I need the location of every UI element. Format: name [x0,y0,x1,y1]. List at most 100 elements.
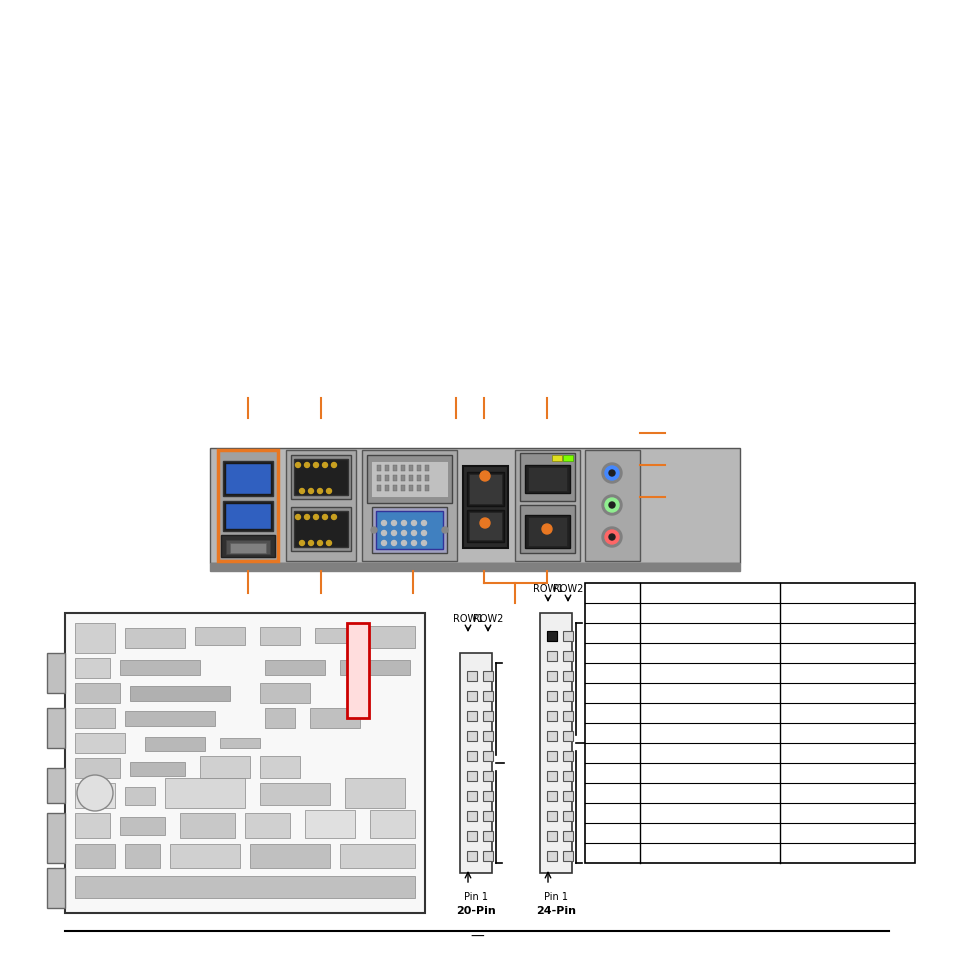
Bar [75,623,115,654]
Bar [482,791,493,801]
Circle shape [608,535,615,540]
Bar [75,783,115,808]
Circle shape [401,531,406,536]
Bar [467,751,476,761]
Bar [347,623,369,719]
Bar [226,540,270,555]
Circle shape [295,515,300,520]
Bar [265,660,325,676]
Bar [230,543,266,554]
Text: 24-Pin: 24-Pin [536,905,576,915]
Circle shape [295,463,300,468]
Bar [462,467,507,548]
Circle shape [541,524,552,535]
Bar [260,757,299,779]
Bar [47,868,65,908]
Circle shape [391,541,396,546]
Bar [562,651,573,661]
Bar [539,614,572,873]
Bar [370,810,415,838]
Bar [291,456,351,499]
Bar [467,851,476,862]
Circle shape [299,489,304,494]
Bar [467,731,476,741]
Bar [210,449,740,563]
Bar [562,671,573,681]
Circle shape [401,521,406,526]
Bar [524,516,569,548]
Bar [482,751,493,761]
Bar [409,465,413,472]
Bar [365,626,415,648]
Bar [562,811,573,821]
Bar [400,485,405,492]
Circle shape [326,541,331,546]
Bar [409,476,413,481]
Bar [562,631,573,641]
Bar [562,691,573,701]
Bar [170,844,240,868]
Bar [400,476,405,481]
Bar [225,463,271,495]
Bar [221,536,274,558]
Bar [524,465,569,494]
Circle shape [308,489,314,494]
Bar [552,456,561,461]
Bar [467,791,476,801]
Bar [245,813,290,838]
Bar [47,813,65,863]
Circle shape [322,515,327,520]
Circle shape [331,515,336,520]
Bar [223,501,273,532]
Bar [546,811,557,821]
Bar [416,465,420,472]
Circle shape [601,527,621,547]
Circle shape [77,775,112,811]
Bar [482,691,493,701]
Text: Pin 1: Pin 1 [463,891,488,901]
Circle shape [479,518,490,529]
Bar [210,563,740,572]
Circle shape [421,541,426,546]
Bar [375,512,442,550]
Circle shape [601,463,621,483]
Bar [546,651,557,661]
Bar [120,817,165,835]
Bar [546,691,557,701]
Circle shape [317,541,322,546]
Text: Pin 1: Pin 1 [543,891,567,901]
Bar [47,768,65,803]
Circle shape [314,515,318,520]
Bar [467,671,476,681]
Bar [165,779,245,808]
Bar [294,512,348,547]
Bar [225,503,271,530]
Bar [546,791,557,801]
Circle shape [381,521,386,526]
Bar [305,810,355,838]
Circle shape [441,527,448,534]
Bar [562,831,573,841]
Bar [345,779,405,808]
Bar [546,731,557,741]
Bar [393,476,396,481]
Bar [75,659,110,679]
Bar [47,708,65,748]
Bar [467,831,476,841]
Bar [482,811,493,821]
Bar [371,461,448,497]
Bar [546,751,557,761]
Bar [467,511,503,542]
Bar [339,660,410,676]
Bar [218,451,277,561]
Bar [409,485,413,492]
Circle shape [326,489,331,494]
Bar [482,731,493,741]
Circle shape [381,531,386,536]
Circle shape [604,467,618,480]
Bar [194,627,245,645]
Bar [562,456,573,461]
Bar [385,476,389,481]
Bar [393,485,396,492]
Bar [469,475,501,504]
